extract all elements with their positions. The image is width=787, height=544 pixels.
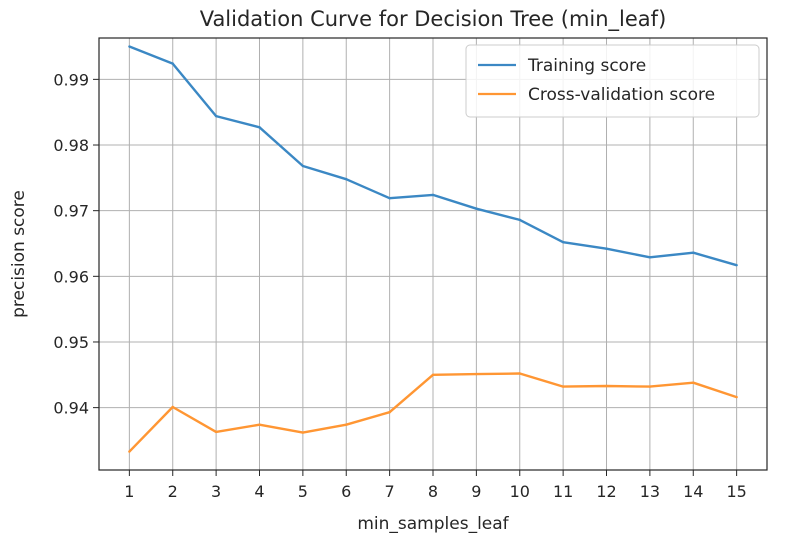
data-point: [345, 423, 348, 426]
data-point: [605, 247, 608, 250]
x-tick-label: 6: [341, 482, 351, 501]
data-point: [475, 372, 478, 376]
chart-title: Validation Curve for Decision Tree (min_…: [200, 7, 667, 32]
x-axis-ticks: 1 2 3 4 5 6 7 8 9 10 11 12 13 14 15: [124, 470, 747, 501]
data-point: [214, 430, 218, 434]
x-tick-label: 12: [596, 482, 616, 501]
x-tick-label: 14: [683, 482, 703, 501]
y-axis-ticks: 0.94 0.95 0.96 0.97 0.98 0.99: [53, 70, 99, 418]
data-point: [735, 395, 738, 399]
x-tick-label: 9: [471, 482, 481, 501]
x-tick-label: 15: [726, 482, 746, 501]
y-tick-label: 0.95: [53, 333, 89, 352]
y-tick-label: 0.98: [53, 136, 89, 155]
legend-label-training: Training score: [527, 56, 646, 76]
data-point: [648, 385, 652, 388]
data-point: [171, 62, 174, 65]
y-tick-label: 0.99: [53, 70, 89, 89]
data-point: [692, 251, 695, 254]
x-tick-label: 4: [254, 482, 264, 501]
data-point: [301, 164, 305, 168]
legend: Training score Cross-validation score: [465, 44, 760, 118]
x-tick-label: 8: [428, 482, 438, 501]
data-point: [561, 240, 565, 244]
data-point: [301, 431, 305, 434]
data-point: [214, 114, 218, 118]
data-point: [388, 196, 391, 200]
legend-label-cross-validation: Cross-validation score: [528, 85, 715, 105]
data-point: [475, 207, 478, 210]
data-point: [431, 373, 435, 377]
x-tick-label: 13: [640, 482, 660, 501]
data-point: [518, 372, 521, 375]
x-tick-label: 7: [385, 482, 395, 501]
data-point: [345, 177, 348, 181]
data-point: [518, 218, 521, 222]
y-axis-label: precision score: [9, 190, 29, 318]
data-point: [128, 45, 131, 48]
series-layer: [128, 45, 738, 453]
x-tick-label: 10: [510, 482, 530, 501]
data-point: [171, 405, 174, 409]
data-point: [648, 256, 652, 259]
data-point: [258, 423, 261, 426]
y-tick-label: 0.96: [53, 267, 89, 286]
x-tick-label: 3: [211, 482, 221, 501]
x-tick-label: 1: [124, 482, 134, 501]
x-tick-label: 5: [298, 482, 308, 501]
x-tick-label: 11: [553, 482, 573, 501]
data-point: [605, 384, 608, 388]
data-point: [692, 381, 695, 384]
y-tick-label: 0.97: [53, 202, 89, 221]
y-tick-label: 0.94: [53, 399, 89, 418]
data-point: [561, 385, 565, 388]
data-point: [735, 263, 738, 267]
data-point: [431, 193, 435, 197]
x-axis-label: min_samples_leaf: [357, 514, 509, 534]
data-point: [258, 126, 261, 129]
x-tick-label: 2: [168, 482, 178, 501]
legend-box: [465, 44, 760, 118]
data-point: [128, 450, 131, 453]
data-point: [388, 411, 391, 414]
